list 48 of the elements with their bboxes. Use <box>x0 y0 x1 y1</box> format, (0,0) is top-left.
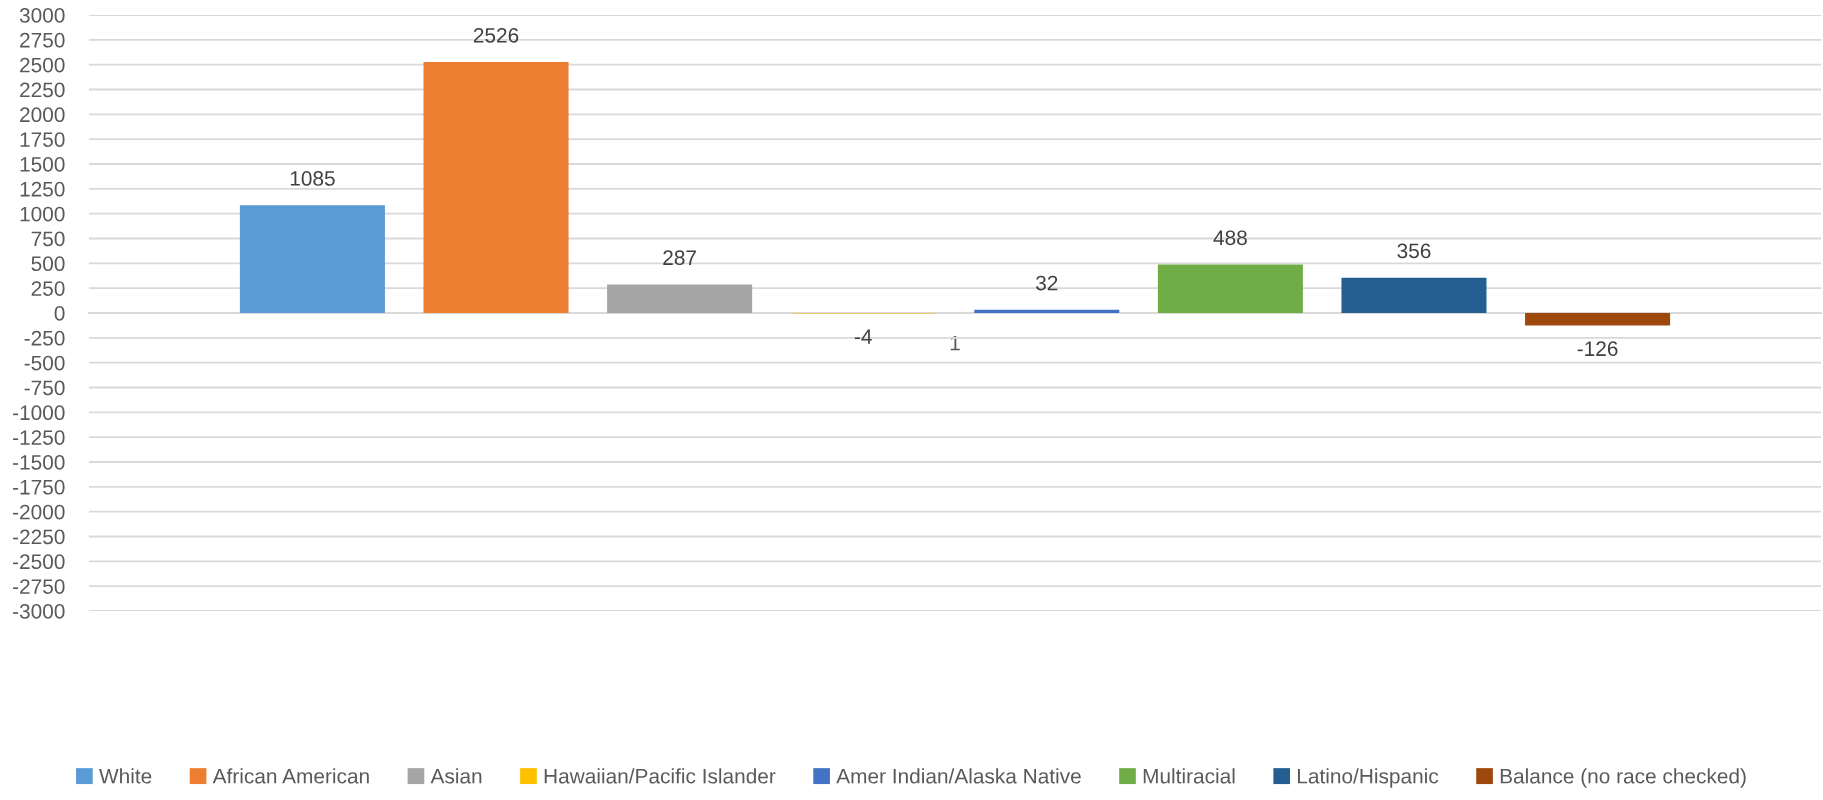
legend-label: Balance (no race checked) <box>1500 768 1746 788</box>
data-label: 488 <box>1213 230 1247 246</box>
data-label: -126 <box>1577 341 1618 357</box>
y-tick-label: 0 <box>54 306 65 321</box>
y-tick-label: -1250 <box>13 430 65 445</box>
y-tick-label: 500 <box>31 256 65 272</box>
legend-label: Hawaiian/Pacific Islander <box>544 768 776 784</box>
bar <box>607 284 753 313</box>
y-tick-label: 1750 <box>20 132 65 147</box>
bar <box>1525 313 1671 326</box>
legend-label: White <box>99 768 152 784</box>
y-tick-label: -250 <box>24 330 65 346</box>
y-tick-label: 2500 <box>20 57 65 73</box>
bar <box>974 309 1120 313</box>
y-tick-label: -1750 <box>13 479 65 495</box>
legend-label: African American <box>212 768 369 784</box>
bar <box>1157 264 1303 313</box>
data-label: 1085 <box>290 171 335 186</box>
y-tick-label: 1000 <box>20 206 65 222</box>
y-tick-label: -1500 <box>13 455 65 470</box>
y-tick-label: 1500 <box>20 157 65 172</box>
legend-label: Multiracial <box>1143 768 1235 784</box>
data-label: 287 <box>663 250 696 266</box>
data-label: 356 <box>1397 243 1431 259</box>
y-tick-label: -2500 <box>13 554 65 570</box>
data-label: -4 <box>854 329 872 344</box>
legend-label: Latino/Hispanic <box>1297 768 1439 788</box>
y-tick-label: -2250 <box>13 529 65 545</box>
y-tick-label: -3000 <box>13 604 65 619</box>
legend-label: Amer Indian/Alaska Native <box>836 768 1081 784</box>
y-tick-label: -500 <box>24 355 65 371</box>
y-tick-label: 2000 <box>20 107 65 123</box>
y-tick-label: 750 <box>31 231 65 247</box>
y-tick-label: 250 <box>31 281 65 296</box>
y-tick-label: -2000 <box>13 504 65 520</box>
y-tick-label: -2750 <box>13 579 65 594</box>
y-tick-label: -1000 <box>13 405 65 421</box>
data-label: 2526 <box>473 27 519 43</box>
bar <box>239 205 385 313</box>
bar <box>1341 277 1487 313</box>
data-label: 32 <box>1036 275 1058 291</box>
y-tick-label: 2250 <box>20 82 65 98</box>
y-tick-label: -750 <box>24 380 65 396</box>
legend-label: Asian <box>430 768 482 784</box>
y-tick-label: 2750 <box>20 32 65 48</box>
bar <box>423 62 569 313</box>
y-tick-label: 3000 <box>19 8 65 23</box>
y-tick-label: 1250 <box>20 181 65 197</box>
